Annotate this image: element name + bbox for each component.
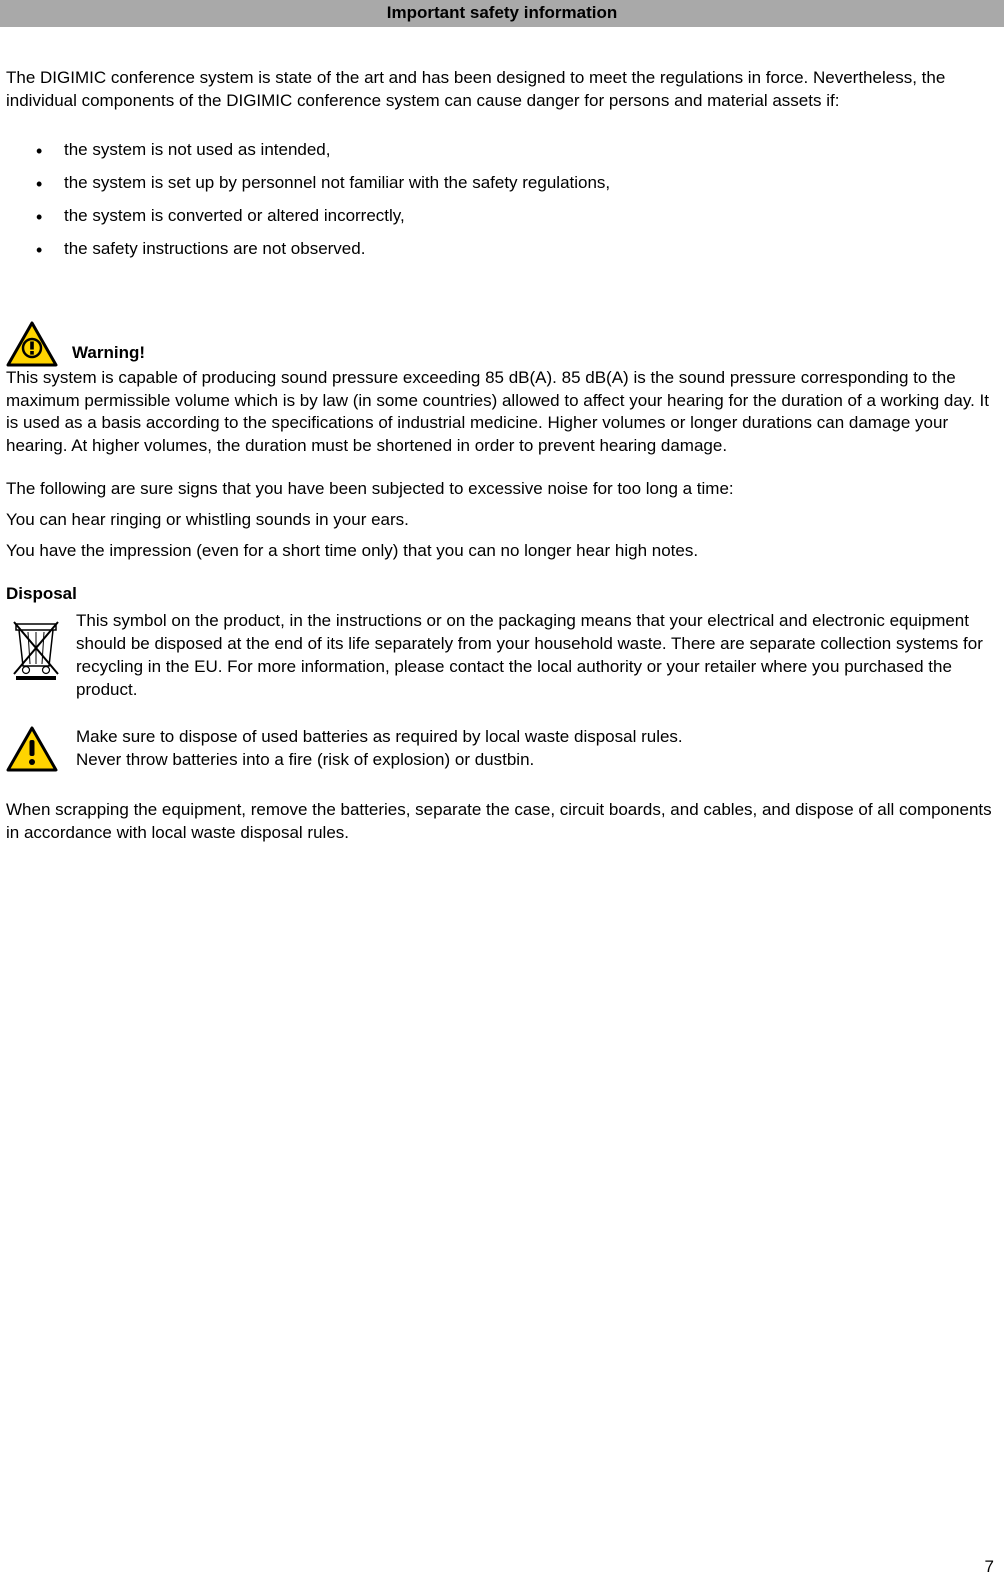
scrapping-text: When scrapping the equipment, remove the… [6, 799, 998, 845]
battery-block: Make sure to dispose of used batteries a… [6, 726, 998, 779]
disposal-heading: Disposal [6, 583, 998, 606]
danger-conditions-list: the system is not used as intended, the … [6, 139, 998, 261]
header-title: Important safety information [387, 3, 617, 22]
list-item: the system is set up by personnel not fa… [36, 172, 998, 195]
weee-block: This symbol on the product, in the instr… [6, 610, 998, 702]
list-item: the system is not used as intended, [36, 139, 998, 162]
warning-body: This system is capable of producing soun… [6, 367, 998, 459]
intro-paragraph: The DIGIMIC conference system is state o… [6, 67, 998, 113]
battery-line-2: Never throw batteries into a fire (risk … [76, 749, 683, 772]
signs-intro: The following are sure signs that you ha… [6, 478, 998, 501]
warning-triangle-icon [6, 321, 58, 367]
sign-1: You can hear ringing or whistling sounds… [6, 509, 998, 532]
weee-text: This symbol on the product, in the instr… [76, 610, 998, 702]
caution-triangle-icon [6, 726, 66, 779]
warning-label: Warning! [58, 342, 145, 367]
battery-line-1: Make sure to dispose of used batteries a… [76, 726, 683, 749]
page-number: 7 [985, 1556, 994, 1579]
weee-bin-icon [6, 610, 66, 680]
list-item: the safety instructions are not observed… [36, 238, 998, 261]
list-item: the system is converted or altered incor… [36, 205, 998, 228]
warning-header: Warning! [6, 321, 998, 367]
sign-2: You have the impression (even for a shor… [6, 540, 998, 563]
page-header: Important safety information [0, 0, 1004, 27]
